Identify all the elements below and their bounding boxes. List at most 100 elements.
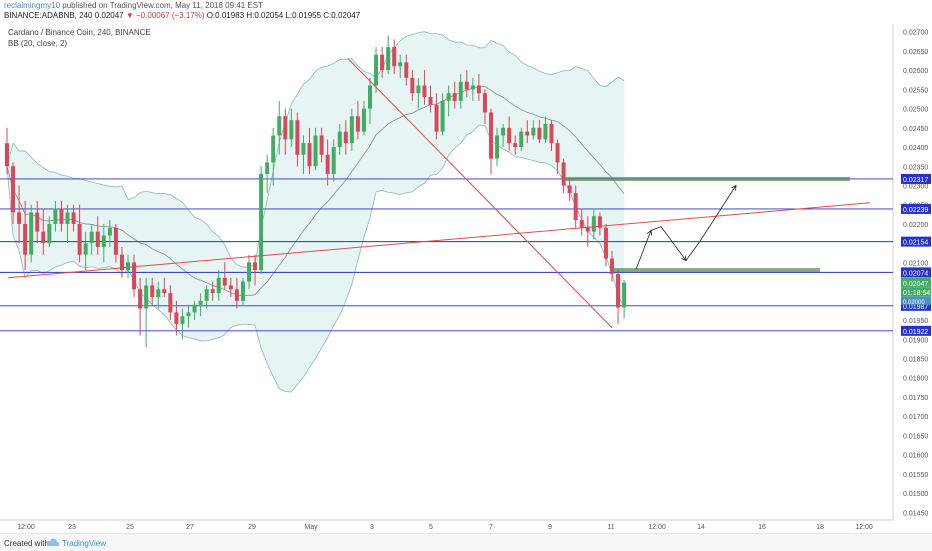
candle-body (277, 116, 282, 136)
projection-path (635, 185, 737, 270)
price-change: ▼ −0.00067 (−3.17%) (125, 11, 205, 20)
candle-body (65, 212, 70, 224)
candle-body (289, 120, 294, 140)
candle-body (446, 93, 451, 101)
author-link[interactable]: reclaimingmy10 (4, 1, 61, 10)
candle-body (17, 212, 22, 224)
candle-body (422, 85, 427, 98)
price-chart[interactable]: 0.02700 0.02650 0.02600 0.02550 0.02500 0.024… (0, 0, 932, 533)
series-legend[interactable]: Cardano / Binance Coin, 240, BINANCE (8, 28, 151, 37)
candle-body (71, 212, 76, 224)
price-axis[interactable]: 0.02700 0.02650 0.02600 0.02550 0.02500 0.024… (901, 30, 931, 518)
candle-body (307, 143, 312, 167)
candle-body (585, 227, 590, 232)
candle-body (428, 97, 433, 105)
candle-body (283, 116, 288, 140)
price-tick-label: 0.02500 (903, 107, 928, 114)
symbol-price: BINANCE:ADABNB, 240 0.02047 (4, 11, 124, 20)
price-tag (901, 277, 931, 288)
price-tick-label: 0.02400 (903, 145, 928, 152)
candle-body (374, 54, 379, 86)
arrow-head (681, 255, 687, 262)
time-tick-label: 9 (548, 524, 552, 531)
candle-body (355, 116, 360, 132)
trend-line-falling (347, 58, 613, 329)
candle-body (29, 212, 34, 255)
level-tag-label: 0.02239 (903, 207, 928, 214)
candle-body (386, 47, 391, 71)
drawings[interactable] (7, 58, 871, 329)
candle-body (392, 47, 397, 67)
candle-body (113, 227, 118, 255)
candle-body (180, 316, 185, 324)
countdown-label: 01:18:54 (903, 290, 930, 297)
time-tick-label: 3 (370, 524, 374, 531)
arrow-head (646, 229, 653, 236)
candle-body (222, 277, 227, 286)
candle-body (368, 85, 372, 109)
level-tag (901, 236, 931, 247)
candle-body (35, 212, 40, 232)
time-tick-label: 25 (126, 524, 134, 531)
indicator-legend[interactable]: BB (20, close, 2) (8, 39, 68, 48)
candle-body (23, 223, 28, 255)
candle-body (543, 123, 548, 140)
candle-body (489, 112, 493, 159)
candle-body (156, 289, 161, 297)
candlestick-series (5, 35, 627, 347)
tradingview-link[interactable]: TradingView (62, 539, 107, 548)
price-tick-label: 0.02200 (903, 222, 928, 229)
tradingview-cloud-icon[interactable] (46, 537, 60, 547)
level-tag-label: 0.02074 (903, 270, 928, 277)
candle-body (603, 227, 608, 259)
time-tick-label: 12:00 (17, 524, 35, 531)
candle-body (476, 85, 481, 94)
candle-body (597, 216, 602, 228)
candle-body (192, 304, 197, 313)
candle-body (452, 93, 457, 101)
price-tick-label: 0.02600 (903, 68, 928, 75)
candle-body (83, 243, 88, 255)
candle-body (47, 223, 52, 244)
time-tick-label: 27 (186, 524, 194, 531)
level-tag-label: 0.01987 (903, 304, 928, 311)
candle-body (168, 293, 173, 313)
candle-body (101, 235, 106, 248)
last-price-tag (901, 296, 931, 305)
candle-body (186, 312, 191, 317)
candle-body (53, 208, 58, 224)
candle-body (410, 77, 415, 94)
candle-body (41, 231, 46, 244)
candle-body (404, 62, 409, 78)
candle-body (537, 127, 542, 140)
countdown-tag (901, 287, 931, 297)
candle-body (549, 123, 554, 144)
candle-body (271, 135, 276, 163)
candle-body (295, 120, 300, 155)
time-axis[interactable]: 12:00 23 25 27 29 May 3 5 7 9 11 12:00 14 16 18 12:00 (17, 524, 873, 531)
price-tick-label: 0.01950 (903, 318, 928, 325)
level-tag (901, 325, 931, 336)
candle-body (616, 273, 621, 308)
candle-body (555, 143, 560, 163)
candle-body (519, 131, 524, 148)
candle-body (482, 93, 487, 113)
bollinger-upper (6, 31, 625, 268)
candle-body (234, 289, 239, 301)
candle-body (501, 127, 506, 136)
target-zone-upper (565, 176, 850, 181)
candle-body (495, 135, 500, 159)
candle-body (11, 166, 16, 213)
time-tick-label: 7 (489, 524, 493, 531)
time-tick-label: 29 (248, 524, 256, 531)
price-tick-label: 0.02700 (903, 30, 928, 37)
candle-body (398, 62, 403, 67)
candle-body (259, 173, 264, 271)
candle-body (458, 81, 463, 101)
candle-body (89, 231, 94, 244)
candle-body (59, 208, 64, 224)
candle-body (513, 143, 518, 148)
candle-body (313, 135, 318, 167)
candle-body (301, 143, 306, 155)
candle-body (132, 262, 137, 290)
